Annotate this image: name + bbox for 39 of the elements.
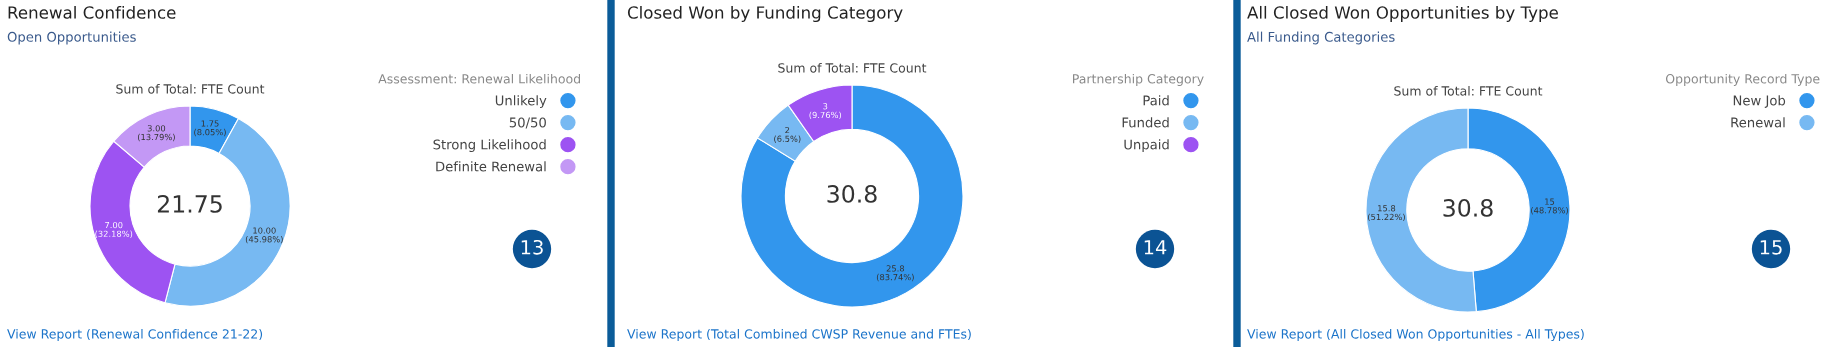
- text: 30.8: [1443, 198, 1493, 217]
- text: 14: [1144, 240, 1167, 255]
- text: View Report (Total Combined CWSP Revenue and FTEs): [627, 328, 971, 342]
- data-label: 3 (9.76%): [809, 103, 842, 120]
- chart-title: Closed Won by Funding Category: [627, 5, 903, 23]
- legend-title: Opportunity Record Type: [1665, 73, 1820, 86]
- data-label: 15 (48.78%): [1531, 198, 1568, 215]
- data-label: 25.8 (83.74%): [876, 265, 914, 282]
- legend-label: New Job: [1733, 95, 1786, 108]
- text: 15: [1760, 240, 1782, 255]
- chart-subtitle: All Funding Categories: [1247, 31, 1395, 45]
- data-label: 10.00 (45.98%): [245, 227, 283, 244]
- legend-title: Partnership Category: [1073, 73, 1204, 86]
- legend-label: Renewal: [1731, 117, 1785, 128]
- text: 21.75: [157, 194, 222, 213]
- data-label: 15.8 (51.22%): [1368, 205, 1405, 222]
- legend-label: Funded: [1122, 117, 1169, 128]
- legend-label: Strong Likelihood: [433, 139, 546, 152]
- text: Sum of Total: FTE Count: [116, 83, 265, 94]
- text: 30.8: [827, 184, 877, 203]
- text: View Report (Renewal Confidence 21-22): [7, 328, 263, 342]
- legend-label: Paid: [1143, 95, 1169, 106]
- chart-subtitle: Open Opportunities: [7, 31, 136, 45]
- text: Sum of Total: FTE Count: [778, 62, 927, 73]
- chart-title: Renewal Confidence: [8, 5, 176, 19]
- legend-label: Definite Renewal: [436, 161, 546, 172]
- text: Sum of Total: FTE Count: [1394, 85, 1543, 96]
- legend-title: Assessment: Renewal Likelihood: [378, 73, 580, 84]
- text: View Report (All Closed Won Opportunities - All Types): [1247, 328, 1584, 342]
- data-label: 2 (6.5%): [774, 126, 801, 143]
- data-label: 3.00 (13.79%): [137, 125, 175, 142]
- donut-slice: [740, 84, 964, 308]
- chart-title: All Closed Won Opportunities by Type: [1247, 5, 1558, 23]
- data-label: 1.75 (8.05%): [194, 120, 226, 137]
- text: 13: [521, 239, 543, 255]
- legend-label: 50/50: [509, 117, 546, 129]
- legend-label: Unpaid: [1124, 139, 1169, 152]
- data-label: 7.00 (32.18%): [95, 221, 133, 238]
- legend-label: Unlikely: [495, 95, 547, 108]
